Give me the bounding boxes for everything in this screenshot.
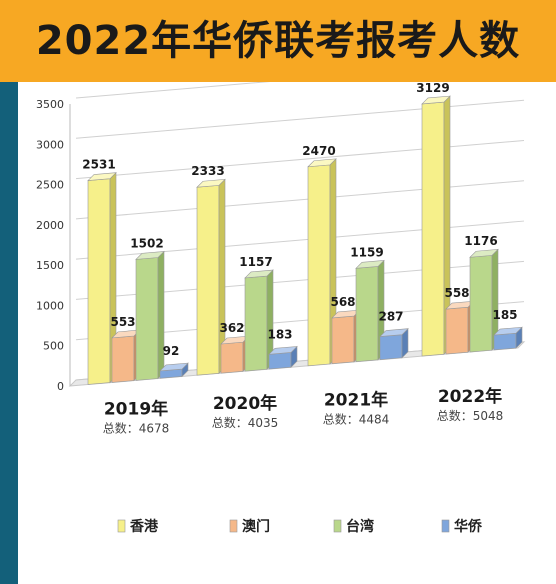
bar bbox=[196, 185, 220, 376]
data-label: 287 bbox=[378, 310, 403, 324]
left-accent-stripe bbox=[0, 82, 18, 584]
bar bbox=[268, 352, 292, 370]
x-category-label: 2020年 bbox=[213, 393, 277, 414]
data-label: 2333 bbox=[191, 164, 224, 178]
y-tick-label: 2000 bbox=[36, 219, 64, 232]
y-tick-label: 3000 bbox=[36, 138, 64, 151]
chart-area: 0 500 1000 1500 2000 2500 3000 3500 2531 553 1502 9… bbox=[18, 82, 556, 584]
y-tick-label: 0 bbox=[57, 380, 64, 393]
gridline bbox=[75, 139, 525, 180]
page-title: 2022年华侨联考报考人数 bbox=[35, 18, 521, 64]
data-label: 183 bbox=[267, 327, 292, 341]
legend-label: 澳门 bbox=[242, 518, 270, 535]
bar bbox=[111, 335, 135, 383]
bar-side bbox=[157, 250, 165, 380]
bar bbox=[421, 101, 445, 357]
bar-top bbox=[268, 346, 298, 355]
bar bbox=[493, 332, 517, 351]
gridline bbox=[75, 99, 525, 139]
bar-top bbox=[87, 172, 117, 181]
bar bbox=[307, 164, 331, 367]
data-label: 92 bbox=[163, 344, 180, 358]
legend-swatch bbox=[333, 519, 342, 533]
bar bbox=[220, 341, 244, 374]
legend-swatch bbox=[117, 519, 126, 533]
legend-label: 香港 bbox=[129, 518, 159, 535]
category-total-label: 总数：4678 bbox=[103, 420, 170, 435]
category-total-label: 总数：5048 bbox=[437, 408, 504, 423]
x-category-label: 2021年 bbox=[324, 390, 388, 411]
bar-top bbox=[493, 326, 523, 336]
data-label: 1157 bbox=[239, 255, 272, 269]
bar bbox=[379, 334, 403, 360]
x-category-label: 2022年 bbox=[438, 386, 502, 407]
data-label: 568 bbox=[330, 295, 355, 309]
x-category-label: 2019年 bbox=[104, 398, 168, 419]
category-total-label: 总数：4035 bbox=[212, 415, 279, 430]
bar-top bbox=[244, 269, 274, 279]
data-label: 185 bbox=[492, 308, 517, 322]
data-label: 1159 bbox=[350, 245, 383, 259]
bar bbox=[469, 255, 493, 353]
gridline bbox=[75, 180, 525, 220]
y-tick-label: 1000 bbox=[36, 299, 64, 312]
legend-swatch bbox=[441, 519, 450, 533]
bar bbox=[445, 306, 469, 355]
bar-top bbox=[355, 260, 385, 269]
data-label: 362 bbox=[219, 321, 244, 335]
category-total-label: 总数：4484 bbox=[323, 412, 390, 427]
data-label: 553 bbox=[110, 315, 135, 329]
bar-top bbox=[196, 178, 226, 188]
data-label: 2531 bbox=[82, 158, 115, 172]
bar-chart: 0 500 1000 1500 2000 2500 3000 3500 2531 553 1502 9… bbox=[36, 82, 526, 535]
bar bbox=[355, 266, 379, 363]
bar bbox=[135, 257, 159, 381]
bar bbox=[87, 178, 111, 385]
data-label: 2470 bbox=[302, 144, 335, 158]
bar bbox=[331, 315, 355, 365]
bar-top bbox=[307, 158, 337, 168]
legend-label: 台湾 bbox=[346, 518, 374, 535]
bar bbox=[244, 275, 268, 372]
bar-top bbox=[135, 251, 165, 260]
bar-top bbox=[379, 328, 409, 337]
title-banner bbox=[0, 0, 556, 82]
y-tick-label: 3500 bbox=[36, 98, 64, 111]
bar-top bbox=[159, 362, 189, 372]
gridline bbox=[75, 82, 271, 99]
data-label: 1502 bbox=[130, 236, 163, 250]
bar-top bbox=[421, 95, 451, 105]
y-tick-label: 1500 bbox=[36, 259, 64, 272]
legend-swatch bbox=[229, 519, 238, 533]
data-label: 3129 bbox=[416, 82, 449, 95]
y-tick-label: 2500 bbox=[36, 179, 64, 192]
bar-top bbox=[469, 249, 499, 258]
data-label: 558 bbox=[444, 286, 469, 300]
y-tick-label: 500 bbox=[43, 340, 64, 353]
legend-label: 华侨 bbox=[454, 518, 483, 535]
data-label: 1176 bbox=[464, 234, 497, 248]
